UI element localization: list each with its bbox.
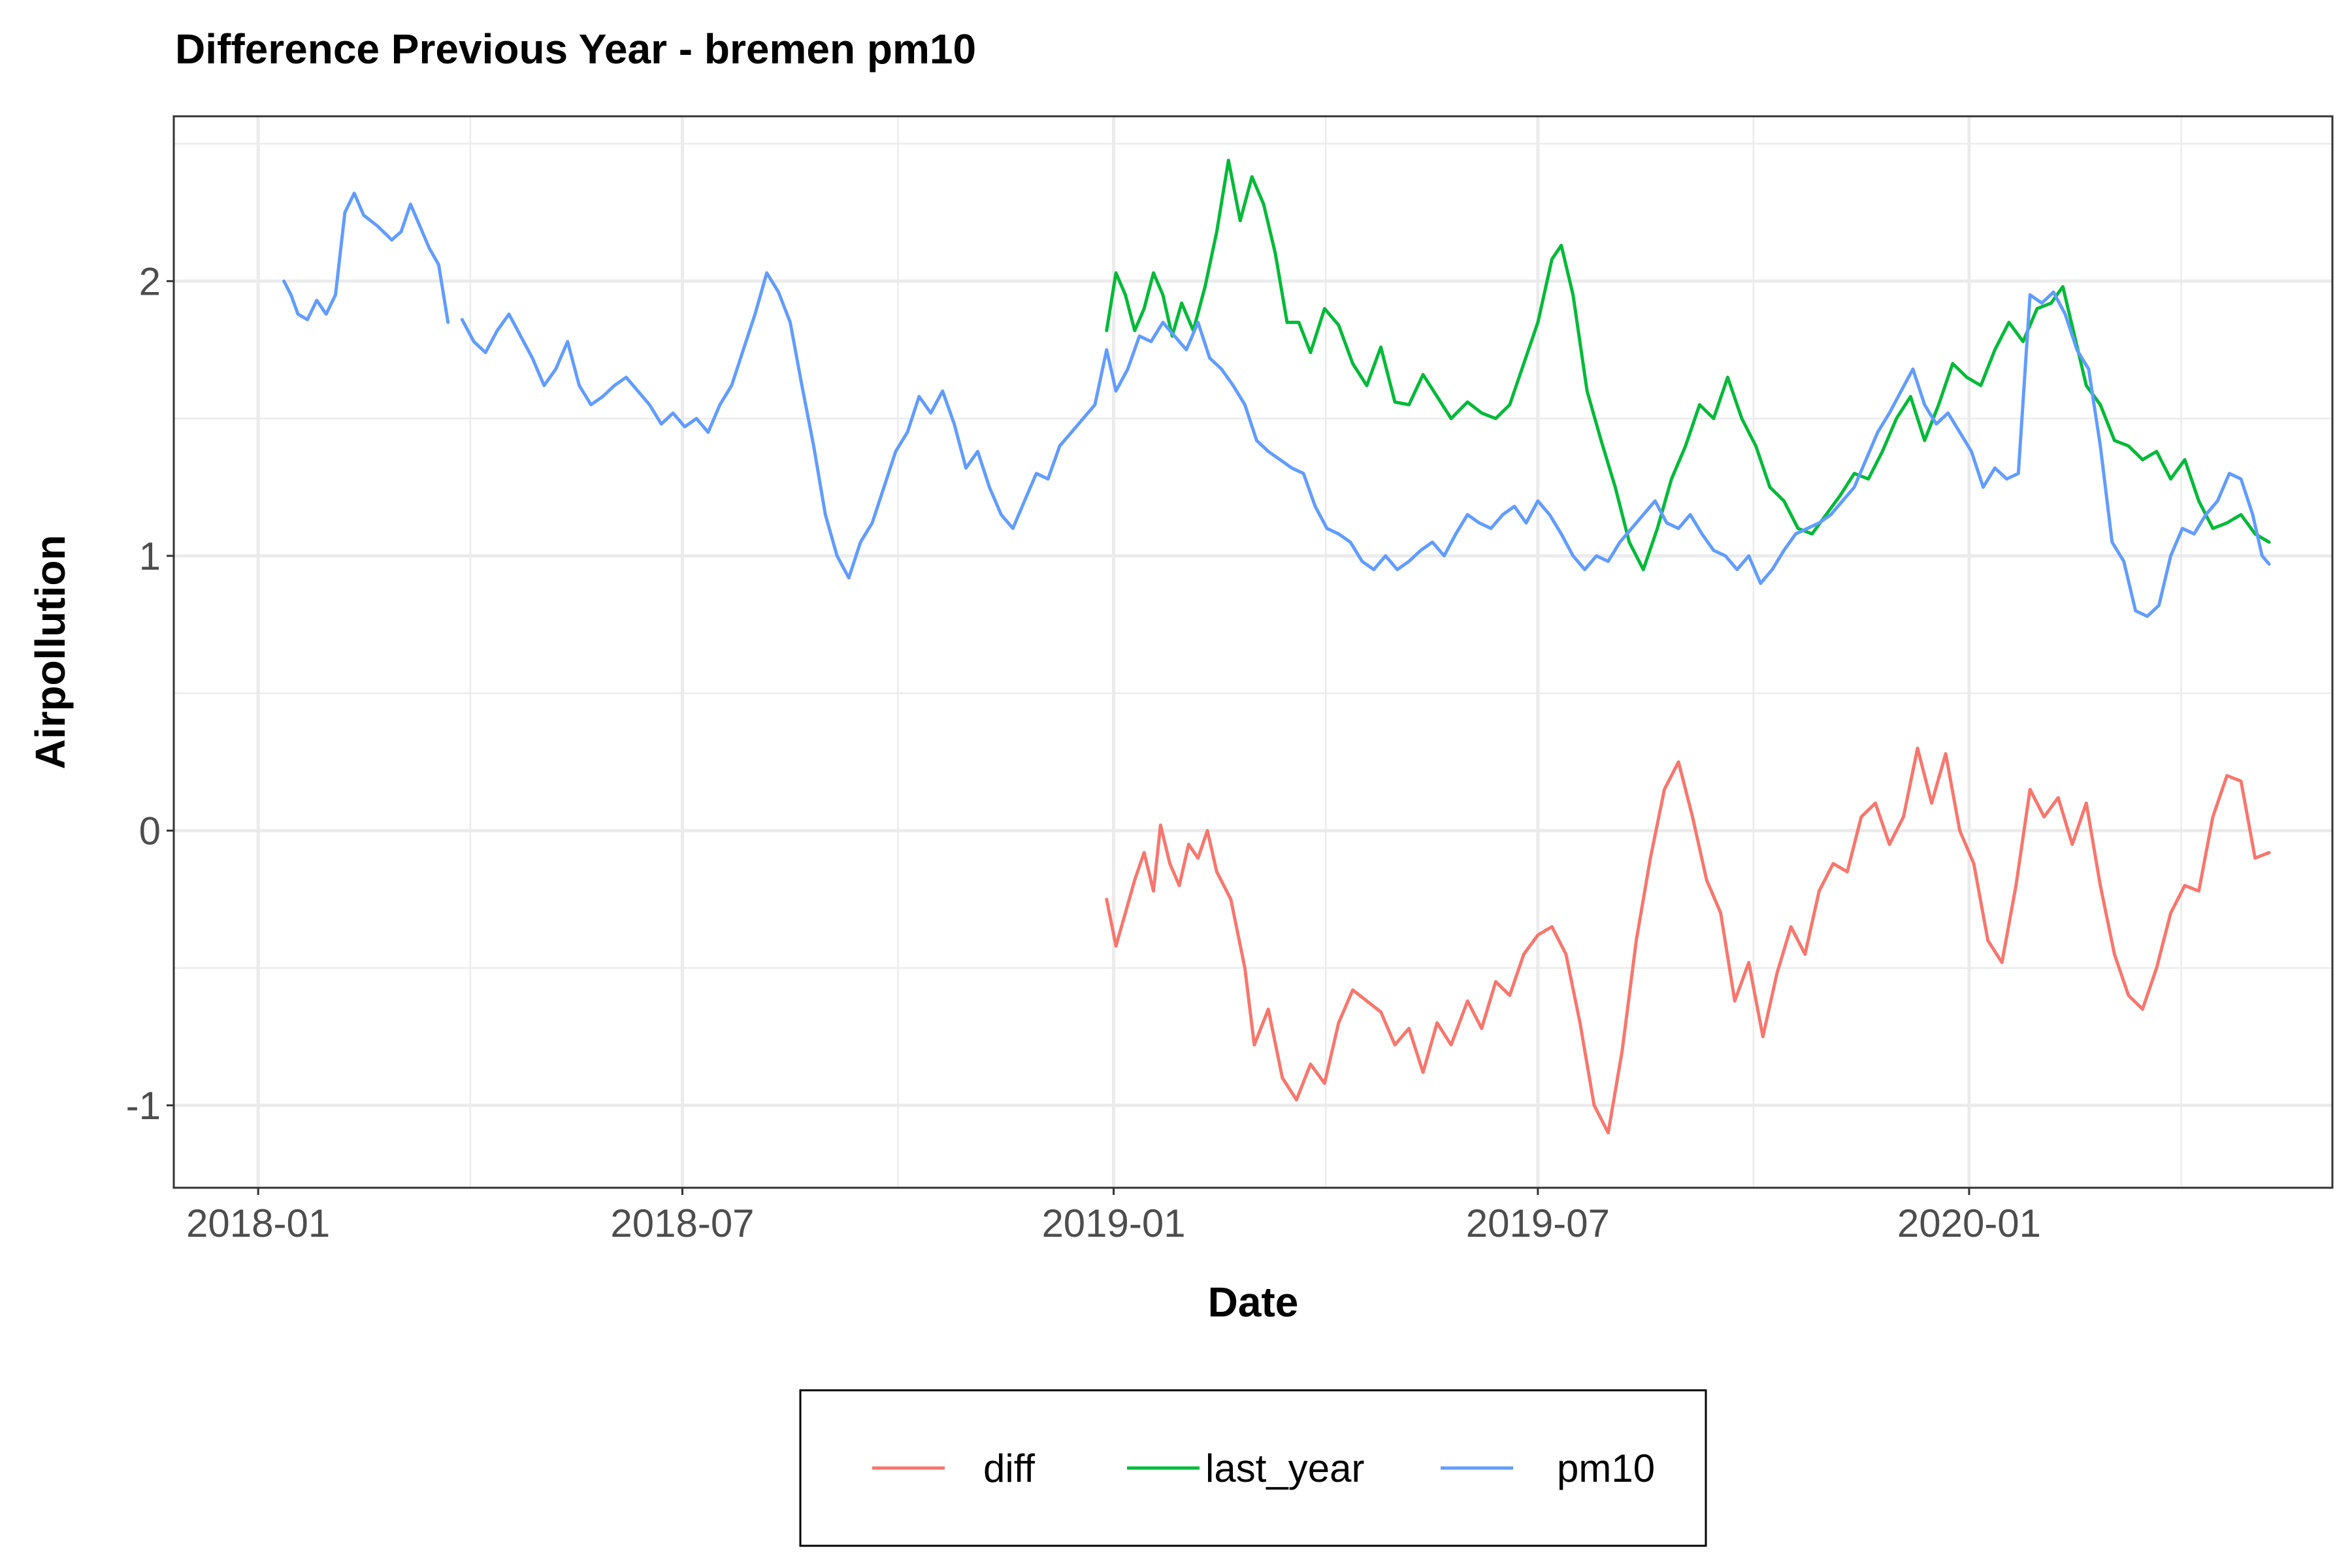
series-lines xyxy=(282,158,2271,1135)
legend-item-last-year: last_year xyxy=(1127,1446,1364,1490)
y-tick-label: -1 xyxy=(126,1084,161,1128)
legend-box xyxy=(799,1389,1707,1547)
x-tick-label: 2020-01 xyxy=(1897,1201,2041,1245)
chart-title: Difference Previous Year - bremen pm10 xyxy=(175,25,976,73)
legend: diff last_year pm10 xyxy=(799,1389,1707,1547)
y-axis: -1 0 1 2 xyxy=(126,259,174,1128)
series-line-diff xyxy=(1105,746,2271,1135)
plot-panel xyxy=(172,115,2334,1189)
series-line-pm10 xyxy=(282,191,450,324)
legend-label-last-year: last_year xyxy=(1205,1446,1364,1490)
x-axis-title: Date xyxy=(1208,1279,1299,1326)
legend-label-diff: diff xyxy=(983,1446,1035,1490)
x-tick-label: 2018-01 xyxy=(186,1201,330,1245)
legend-item-pm10: pm10 xyxy=(1441,1446,1655,1490)
series-line-pm10 xyxy=(460,271,2271,618)
y-tick-label: 0 xyxy=(139,809,161,853)
x-axis: 2018-01 2018-07 2019-01 2019-07 2020-01 xyxy=(186,1188,2041,1245)
x-tick-label: 2019-07 xyxy=(1466,1201,1610,1245)
x-tick-label: 2019-01 xyxy=(1041,1201,1185,1245)
major-gridlines xyxy=(174,116,2332,1188)
y-tick-label: 1 xyxy=(139,534,161,578)
series-line-last-year xyxy=(1105,158,2271,572)
minor-gridlines xyxy=(174,116,2332,1188)
x-tick-label: 2018-07 xyxy=(610,1201,754,1245)
legend-item-diff: diff xyxy=(872,1446,1035,1490)
y-axis-title: Airpollution xyxy=(27,534,74,769)
y-tick-label: 2 xyxy=(139,259,161,303)
legend-label-pm10: pm10 xyxy=(1557,1446,1655,1490)
